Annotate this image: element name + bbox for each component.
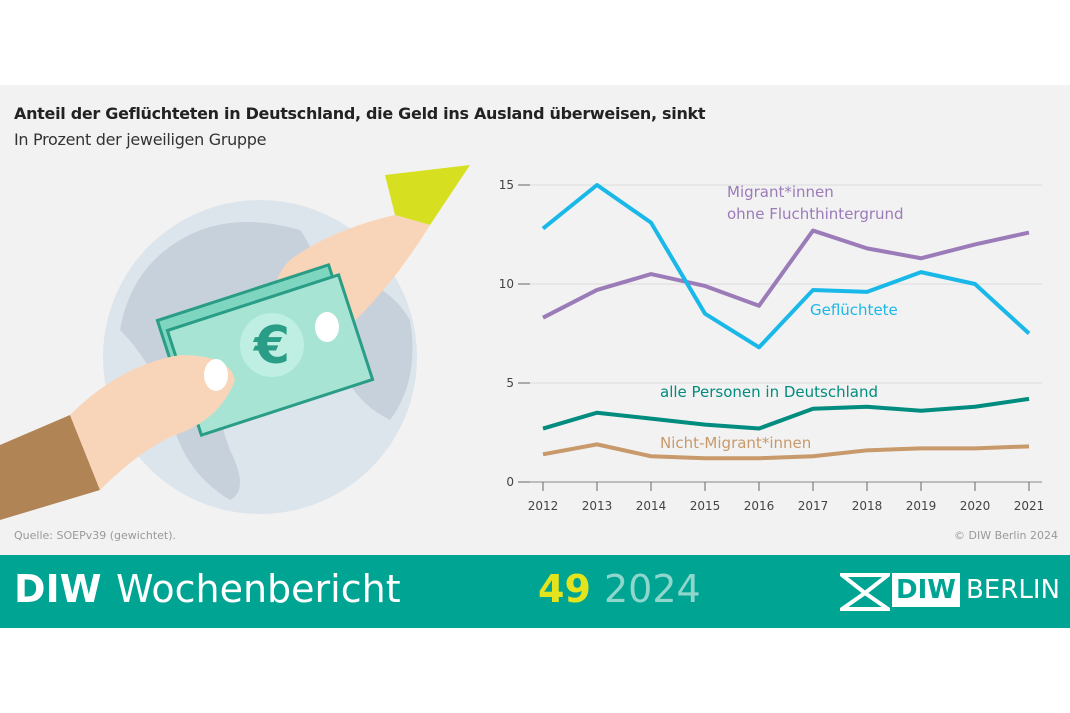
y-tick-label: 5 [506, 376, 514, 390]
series-label: ohne Fluchthintergrund [727, 205, 904, 223]
x-tick-label: 2021 [1014, 499, 1045, 513]
sleeve-shape [0, 415, 100, 520]
footer-banner: DIW Wochenbericht 49 2024 DIW BERLIN [0, 555, 1070, 628]
series-label: Migrant*innen [727, 183, 834, 201]
x-tick-label: 2013 [582, 499, 613, 513]
series-line-1 [541, 183, 1031, 350]
x-tick-label: 2020 [960, 499, 991, 513]
x-tick-label: 2012 [528, 499, 559, 513]
y-tick-label: 0 [506, 475, 514, 489]
series-line-2 [542, 396, 1030, 431]
diw-logo-icon [840, 573, 890, 611]
series-label: Geflüchtete [810, 301, 898, 319]
series-line-0 [542, 228, 1030, 320]
copyright: © DIW Berlin 2024 [954, 529, 1058, 542]
x-tick-label: 2015 [690, 499, 721, 513]
chart-title: Anteil der Geflüchteten in Deutschland, … [14, 104, 706, 123]
x-tick-label: 2019 [906, 499, 937, 513]
x-tick-label: 2014 [636, 499, 667, 513]
series-line-3 [542, 442, 1030, 461]
chart-subtitle: In Prozent der jeweiligen Gruppe [14, 130, 267, 149]
y-tick-label: 15 [499, 178, 514, 192]
issue-year: 2024 [604, 567, 701, 611]
issue-number: 49 [538, 567, 591, 611]
source-note: Quelle: SOEPv39 (gewichtet). [14, 529, 177, 542]
x-tick-label: 2018 [852, 499, 883, 513]
money-transfer-illustration: € [0, 165, 470, 520]
y-tick-label: 10 [499, 277, 514, 291]
series-label: alle Personen in Deutschland [660, 383, 878, 401]
sleeve-shape [385, 165, 470, 225]
x-tick-label: 2017 [798, 499, 829, 513]
logo-berlin: BERLIN [966, 575, 1060, 605]
x-tick-label: 2016 [744, 499, 775, 513]
svg-text:€: € [253, 316, 290, 376]
logo-diw: DIW [892, 573, 960, 607]
brand-name: Wochenbericht [116, 567, 401, 611]
series-label: Nicht-Migrant*innen [660, 434, 811, 452]
hand-shape [70, 355, 235, 490]
brand-bold: DIW [14, 567, 102, 611]
